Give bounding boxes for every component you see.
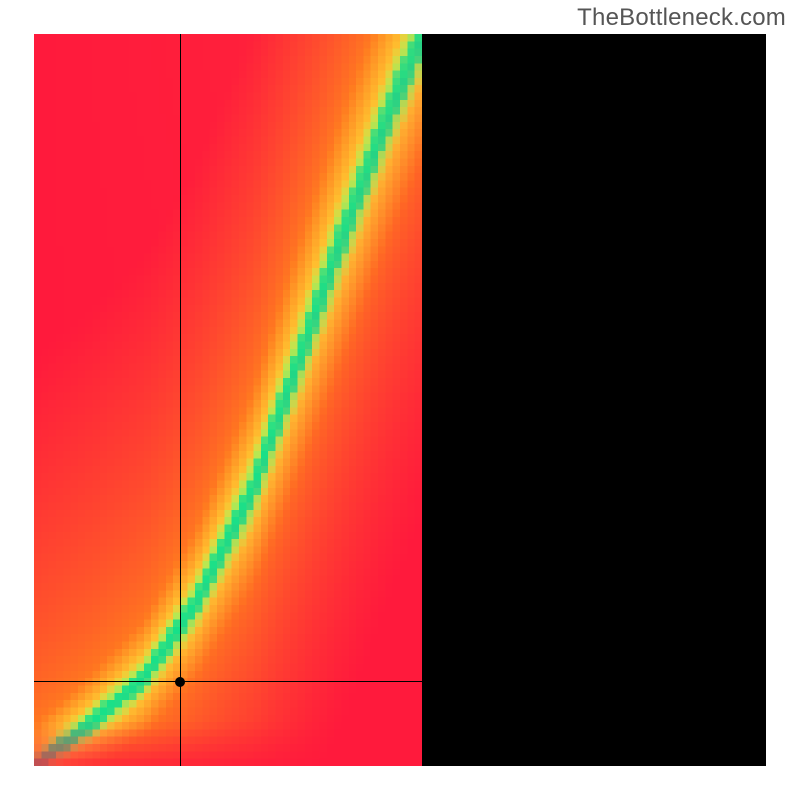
bottleneck-heatmap	[34, 34, 766, 766]
crosshair-vertical	[180, 34, 181, 766]
crosshair-horizontal	[34, 681, 766, 682]
chart-frame	[34, 34, 766, 766]
chart-container: TheBottleneck.com	[0, 0, 800, 800]
watermark-text: TheBottleneck.com	[577, 4, 786, 32]
